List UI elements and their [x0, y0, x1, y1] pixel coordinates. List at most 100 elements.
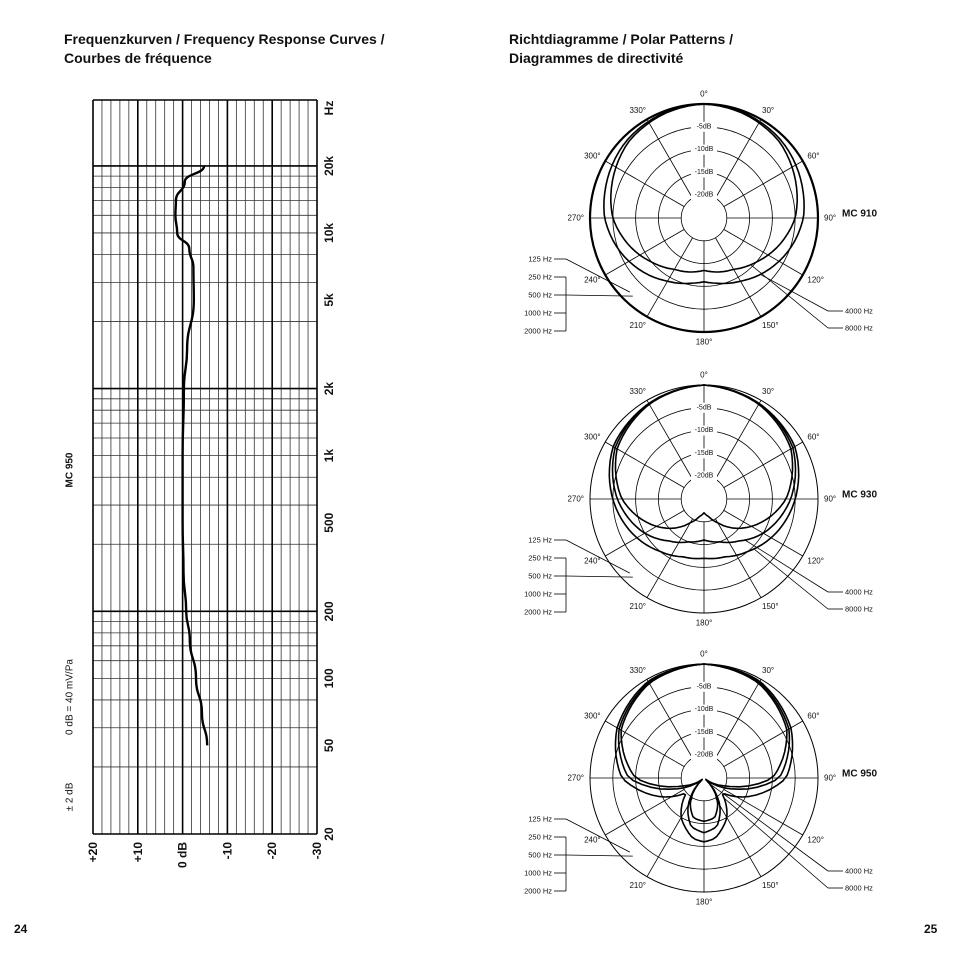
polar-spoke: [605, 160, 685, 207]
frequency-tick-label: 20k: [322, 156, 336, 176]
ring-label: -15dB: [695, 729, 714, 736]
polar-spoke: [605, 441, 685, 488]
angle-label: 90°: [824, 774, 836, 783]
polar-spoke: [646, 237, 693, 317]
level-tick-label: +20: [86, 842, 100, 863]
angle-label: 60°: [807, 433, 819, 442]
ring-label: -10dB: [695, 146, 714, 153]
frequency-tick-label: 2k: [322, 382, 336, 396]
legend-label: 2000 Hz: [524, 327, 552, 336]
polar-pattern-curve: [614, 384, 794, 530]
level-tick-label: -20: [265, 842, 279, 860]
legend-leader-diagonal: [565, 258, 631, 293]
polar-model-label: MC 910: [842, 209, 877, 220]
ring-label: -10dB: [695, 427, 714, 434]
polar-spoke: [646, 518, 693, 598]
ring-label-backdrop: [691, 471, 717, 482]
legend-label: 1000 Hz: [524, 590, 552, 599]
angle-label: 300°: [584, 433, 601, 442]
polar-spoke: [715, 237, 762, 317]
polar-spoke: [723, 160, 803, 207]
angle-label: 240°: [584, 276, 601, 285]
angle-label: 210°: [629, 602, 646, 611]
polar-spoke: [723, 229, 803, 276]
angle-label: 300°: [584, 712, 601, 721]
ring-label-backdrop: [691, 121, 717, 132]
polar-pattern-curve: [617, 663, 791, 834]
frequency-tick-label: 5k: [322, 293, 336, 307]
frequency-response-chart: 20 50 100 200 500 1k 2k 5k 10k 20k Hz +20 +10 0 dB -10…: [65, 99, 336, 868]
frequency-response-heading-line1: Frequenzkurven / Frequency Response Curv…: [64, 31, 385, 47]
legend-label: 250 Hz: [528, 273, 552, 282]
polar-patterns-heading-line1: Richtdiagramme / Polar Patterns /: [509, 31, 734, 47]
polar-patterns-heading: Richtdiagramme / Polar Patterns / Diagra…: [509, 30, 733, 68]
ring-label: -20dB: [695, 752, 714, 759]
ring-label-backdrop: [691, 190, 717, 201]
polar-chart-mc-930: -5dB -10dB -15dB -20dB 0° 30° 60° 90° 120° 150° 18…: [524, 371, 877, 628]
angle-label: 30°: [762, 666, 774, 675]
angle-label: 60°: [807, 152, 819, 161]
frequency-tick-label: 20: [322, 827, 336, 841]
polar-spoke: [605, 229, 685, 276]
legend-label: 125 Hz: [528, 255, 552, 264]
legend-label: 2000 Hz: [524, 887, 552, 896]
polar-pattern-curve: [610, 103, 798, 273]
frequency-response-heading-line2: Courbes de fréquence: [64, 50, 212, 66]
angle-label: 330°: [629, 106, 646, 115]
angle-label: 150°: [762, 881, 779, 890]
legend-leader-diagonal: [565, 539, 631, 574]
ring-label: -20dB: [695, 192, 714, 199]
angle-label: 30°: [762, 106, 774, 115]
polar-model-label: MC 950: [842, 769, 877, 780]
polar-pattern-curve: [589, 103, 819, 333]
legend-label: 250 Hz: [528, 833, 552, 842]
legend-label: 500 Hz: [528, 851, 552, 860]
angle-label: 330°: [629, 666, 646, 675]
level-tick-label: +10: [131, 842, 145, 863]
polar-pattern-curve: [608, 384, 800, 560]
ring-label: -10dB: [695, 706, 714, 713]
angle-label: 90°: [824, 214, 836, 223]
polar-spoke: [646, 679, 693, 759]
legend-leader-diagonal: [565, 575, 633, 578]
ring-label-backdrop: [691, 167, 717, 178]
legend-leader-diagonal: [565, 294, 633, 297]
legend-label: 125 Hz: [528, 815, 552, 824]
ring-label: -20dB: [695, 473, 714, 480]
angle-label: 180°: [696, 338, 713, 347]
angle-label: 180°: [696, 898, 713, 907]
angle-label: 180°: [696, 619, 713, 628]
legend-label: 8000 Hz: [845, 324, 873, 333]
sensitivity-label: 0 dB = 40 mV/Pa: [65, 659, 76, 735]
ring-label-backdrop: [691, 704, 717, 715]
angle-label: 0°: [700, 371, 708, 380]
angle-label: 150°: [762, 321, 779, 330]
frequency-response-heading: Frequenzkurven / Frequency Response Curv…: [64, 30, 385, 68]
angle-label: 90°: [824, 495, 836, 504]
angle-label: 0°: [700, 90, 708, 99]
legend-label: 500 Hz: [528, 291, 552, 300]
tolerance-label: ± 2 dB: [65, 782, 76, 811]
frequency-tick-label: 1k: [322, 449, 336, 463]
polar-pattern-curve: [620, 663, 788, 823]
polar-chart-mc-950: -5dB -10dB -15dB -20dB 0° 30° 60° 90° 120° 150° 18…: [524, 650, 877, 907]
polar-spoke: [715, 119, 762, 199]
polar-spoke: [715, 797, 762, 877]
legend-leader-diagonal: [565, 818, 631, 853]
frequency-tick-label: 100: [322, 668, 336, 688]
ring-label-backdrop: [691, 425, 717, 436]
level-tick-label: -30: [310, 842, 324, 860]
legend-label: 8000 Hz: [845, 884, 873, 893]
polar-level-ring: [680, 194, 728, 242]
legend-label: 4000 Hz: [845, 867, 873, 876]
legend-label: 4000 Hz: [845, 588, 873, 597]
frequency-tick-label: 50: [322, 738, 336, 752]
angle-label: 120°: [807, 276, 824, 285]
angle-label: 60°: [807, 712, 819, 721]
angle-label: 240°: [584, 557, 601, 566]
angle-label: 210°: [629, 881, 646, 890]
polar-pattern-curve: [603, 103, 805, 285]
page-number-left: 24: [14, 922, 28, 936]
level-tick-label: -10: [220, 842, 234, 860]
legend-leader-diagonal: [709, 783, 829, 872]
